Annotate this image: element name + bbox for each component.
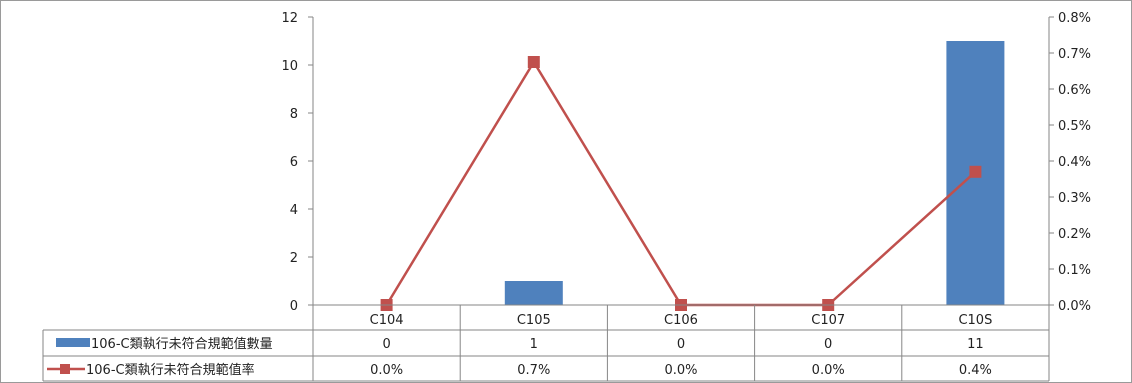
y-right-tick-label: 0.8% — [1058, 11, 1091, 26]
y-left-tick-label: 8 — [290, 107, 298, 122]
table-value: 0.0% — [370, 363, 403, 378]
y-right-tick-label: 0.7% — [1058, 47, 1091, 62]
line-marker — [527, 56, 540, 68]
y-left-tick-label: 6 — [290, 155, 298, 170]
x-tick-label: C106 — [664, 313, 698, 328]
x-tick-label: C107 — [811, 313, 845, 328]
y-left-tick-label: 4 — [290, 203, 298, 218]
x-tick-label: C104 — [370, 313, 404, 328]
y-left-tick-label: 10 — [281, 59, 298, 74]
table-value: 11 — [967, 337, 984, 352]
legend-key-marker — [60, 364, 70, 374]
y-left-tick-label: 12 — [281, 11, 298, 26]
y-right-tick-label: 0.5% — [1058, 119, 1091, 134]
y-right-tick-label: 0.0% — [1058, 299, 1091, 314]
y-right-tick-label: 0.6% — [1058, 83, 1091, 98]
legend-key-bar — [56, 338, 90, 347]
y-left-tick-label: 2 — [290, 251, 298, 266]
bar — [504, 281, 563, 305]
x-tick-label: C10S — [958, 313, 992, 328]
table-value: 0.4% — [959, 363, 992, 378]
x-tick-label: C105 — [517, 313, 551, 328]
table-value: 0 — [824, 337, 832, 352]
y-left-tick-label: 0 — [290, 299, 298, 314]
table-value: 0.7% — [517, 363, 550, 378]
table-value: 0.0% — [664, 363, 697, 378]
table-value: 0 — [382, 337, 390, 352]
legend-label-line: 106-C類執行未符合規範值率 — [86, 362, 255, 378]
y-right-tick-label: 0.2% — [1058, 227, 1091, 242]
legend-label-bar: 106-C類執行未符合規範值數量 — [91, 336, 273, 352]
y-right-tick-label: 0.3% — [1058, 191, 1091, 206]
table-value: 0 — [677, 337, 685, 352]
axes: 0 2 4 6 8 10 12 0.0% 0.1% 0.2% 0.3% 0.4% 0.5% 0.6% 0.7… — [281, 11, 1091, 314]
data-table: C104 C105 C106 C107 C10S 106-C類執行未符合規範值數量 106-… — [42, 304, 1050, 382]
y-right-tick-label: 0.4% — [1058, 155, 1091, 170]
line-marker — [969, 165, 982, 178]
y-right-tick-label: 0.1% — [1058, 263, 1091, 278]
table-value: 1 — [530, 337, 538, 352]
table-value: 0.0% — [812, 363, 845, 378]
